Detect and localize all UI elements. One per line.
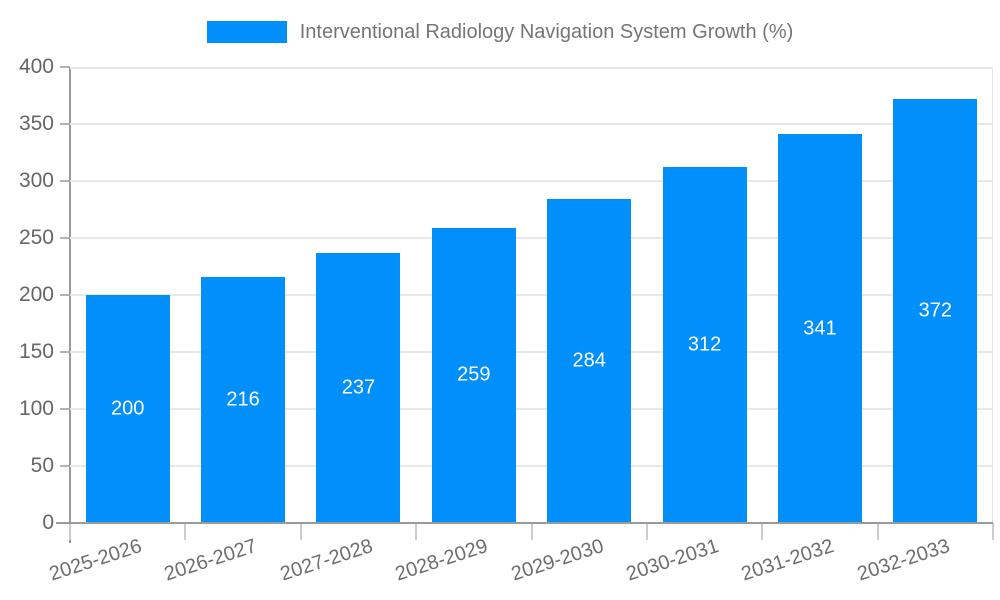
- y-axis-tick: [60, 465, 70, 467]
- x-axis-label: 2027-2028: [277, 535, 376, 586]
- legend[interactable]: Interventional Radiology Navigation Syst…: [0, 17, 1000, 47]
- x-axis-line: [56, 522, 993, 524]
- y-axis-tick: [60, 66, 70, 68]
- bar-value-label: 284: [572, 349, 606, 372]
- x-axis-label: 2032-2033: [854, 535, 953, 586]
- bar-value-label: 372: [918, 299, 952, 322]
- y-axis-label: 350: [18, 112, 54, 135]
- x-axis-tick: [761, 523, 764, 540]
- bar[interactable]: 237: [316, 252, 401, 523]
- gridline: [70, 67, 993, 69]
- gridline: [70, 180, 993, 182]
- x-axis-label: 2031-2032: [738, 535, 837, 586]
- x-axis-label: 2030-2031: [623, 535, 722, 586]
- bar-value-label: 216: [226, 388, 260, 411]
- x-axis-label: 2025-2026: [46, 535, 145, 586]
- gridline: [70, 294, 993, 296]
- gridline: [70, 408, 993, 410]
- x-axis-label: 2028-2029: [392, 535, 491, 586]
- y-axis-label: 0: [42, 511, 54, 534]
- legend-label: Interventional Radiology Navigation Syst…: [299, 20, 794, 43]
- y-axis-tick: [60, 408, 70, 410]
- x-axis: 2025-2026 2026-2027 2027-2028 2028-2029 2029…: [47, 523, 994, 600]
- y-axis-label: 100: [18, 397, 54, 420]
- bar[interactable]: 312: [662, 167, 747, 523]
- x-axis-label: 2026-2027: [162, 535, 260, 586]
- y-axis-tick: [60, 351, 70, 353]
- y-axis-label: 300: [18, 169, 54, 192]
- gridline: [70, 123, 993, 125]
- x-axis-tick: [299, 523, 302, 540]
- x-axis-label: 2029-2030: [508, 535, 606, 586]
- bar[interactable]: 284: [547, 199, 632, 523]
- legend-swatch: [206, 21, 287, 43]
- y-axis-tick: [60, 237, 70, 239]
- x-axis-tick: [69, 523, 71, 540]
- bar[interactable]: 200: [85, 295, 170, 523]
- x-axis-tick: [530, 523, 533, 540]
- x-axis-tick: [992, 523, 994, 540]
- bar-value-label: 312: [687, 333, 722, 356]
- x-axis-tick: [876, 523, 879, 540]
- y-axis-label: 150: [18, 340, 54, 363]
- gridline: [70, 237, 993, 239]
- x-axis-tick: [184, 523, 187, 540]
- bar[interactable]: 259: [431, 227, 516, 523]
- y-axis-label: 400: [18, 55, 54, 78]
- gridline: [70, 465, 993, 467]
- y-axis-tick: [60, 123, 70, 125]
- bar-value-label: 237: [341, 376, 376, 399]
- x-axis-tick: [415, 523, 418, 540]
- y-axis-line: [69, 67, 71, 543]
- bar[interactable]: 372: [893, 98, 978, 523]
- bar[interactable]: 341: [777, 134, 862, 523]
- plot-area: 200 216 237 259 284 312 341 372: [70, 67, 993, 523]
- y-axis-label: 200: [18, 283, 54, 306]
- y-axis-label: 250: [18, 226, 54, 249]
- bar-value-label: 341: [803, 317, 837, 340]
- bar[interactable]: 216: [201, 276, 286, 523]
- bar-value-label: 200: [111, 397, 145, 420]
- y-axis: 0 50 100 150 200 250 300 350 400: [0, 55, 70, 534]
- y-axis-label: 50: [30, 454, 54, 477]
- bar-value-label: 259: [457, 363, 491, 386]
- y-axis-tick: [60, 180, 70, 182]
- gridline: [70, 351, 993, 353]
- x-axis-tick: [645, 523, 648, 540]
- y-axis-tick: [60, 294, 70, 296]
